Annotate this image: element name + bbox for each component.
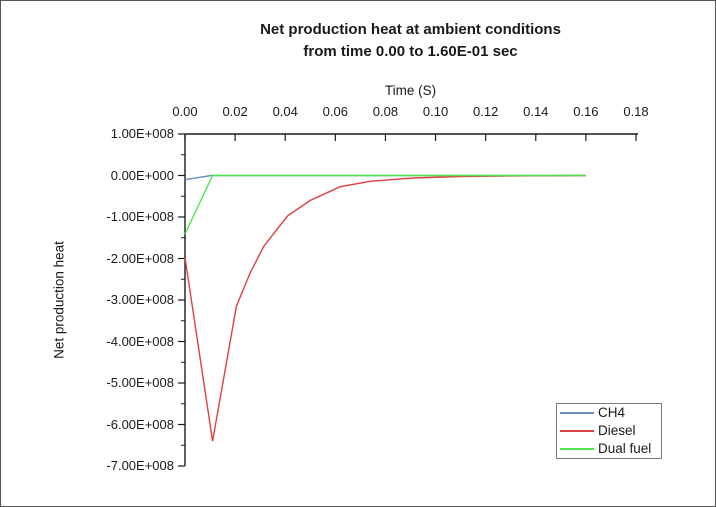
y-tick-label: -3.00E+008 (106, 292, 174, 307)
legend-swatch-diesel (560, 430, 594, 432)
legend-label-dual-fuel: Dual fuel (598, 441, 652, 456)
y-tick-label: -7.00E+008 (106, 458, 174, 473)
y-tick-label: -6.00E+008 (106, 416, 174, 432)
legend-item-dual-fuel: Dual fuel (560, 440, 661, 458)
x-tick-label: 0.16 (573, 104, 599, 119)
y-tick-label: -4.00E+008 (106, 333, 174, 349)
y-tick-label: 1.00E+008 (110, 126, 174, 141)
series-line-dual-fuel (184, 174, 586, 235)
x-tick-label: 0.14 (523, 104, 549, 119)
x-tick-label: 0.18 (623, 104, 649, 119)
y-tick-label: -5.00E+008 (106, 375, 174, 390)
y-tick-label: -1.00E+008 (106, 209, 174, 224)
x-tick-label: 0.12 (473, 104, 499, 119)
series-line-diesel (184, 174, 586, 442)
legend: CH4 Diesel Dual fuel (556, 403, 662, 459)
x-axis-title: Time (S) (384, 83, 437, 98)
legend-item-diesel: Diesel (560, 422, 661, 440)
y-tick-label: -2.00E+008 (106, 250, 174, 266)
chart-title-line2: from time 0.00 to 1.60E-01 sec (303, 43, 518, 60)
x-tick-label: 0.06 (322, 104, 348, 119)
x-tick-label: 0.02 (222, 104, 248, 119)
y-tick-label: 0.00E+000 (110, 167, 174, 183)
legend-swatch-ch4 (560, 412, 594, 414)
x-tick-label: 0.10 (422, 104, 449, 119)
legend-label-diesel: Diesel (598, 423, 636, 438)
legend-swatch-dual-fuel (560, 448, 594, 450)
x-tick-label: 0.00 (172, 104, 198, 119)
legend-item-ch4: CH4 (560, 404, 661, 422)
x-tick-label: 0.08 (372, 104, 399, 119)
chart-title-line1: Net production heat at ambient condition… (260, 21, 561, 38)
x-tick-label: 0.04 (272, 104, 298, 119)
chart-title: Net production heat at ambient condition… (185, 19, 636, 63)
legend-label-ch4: CH4 (598, 405, 626, 420)
